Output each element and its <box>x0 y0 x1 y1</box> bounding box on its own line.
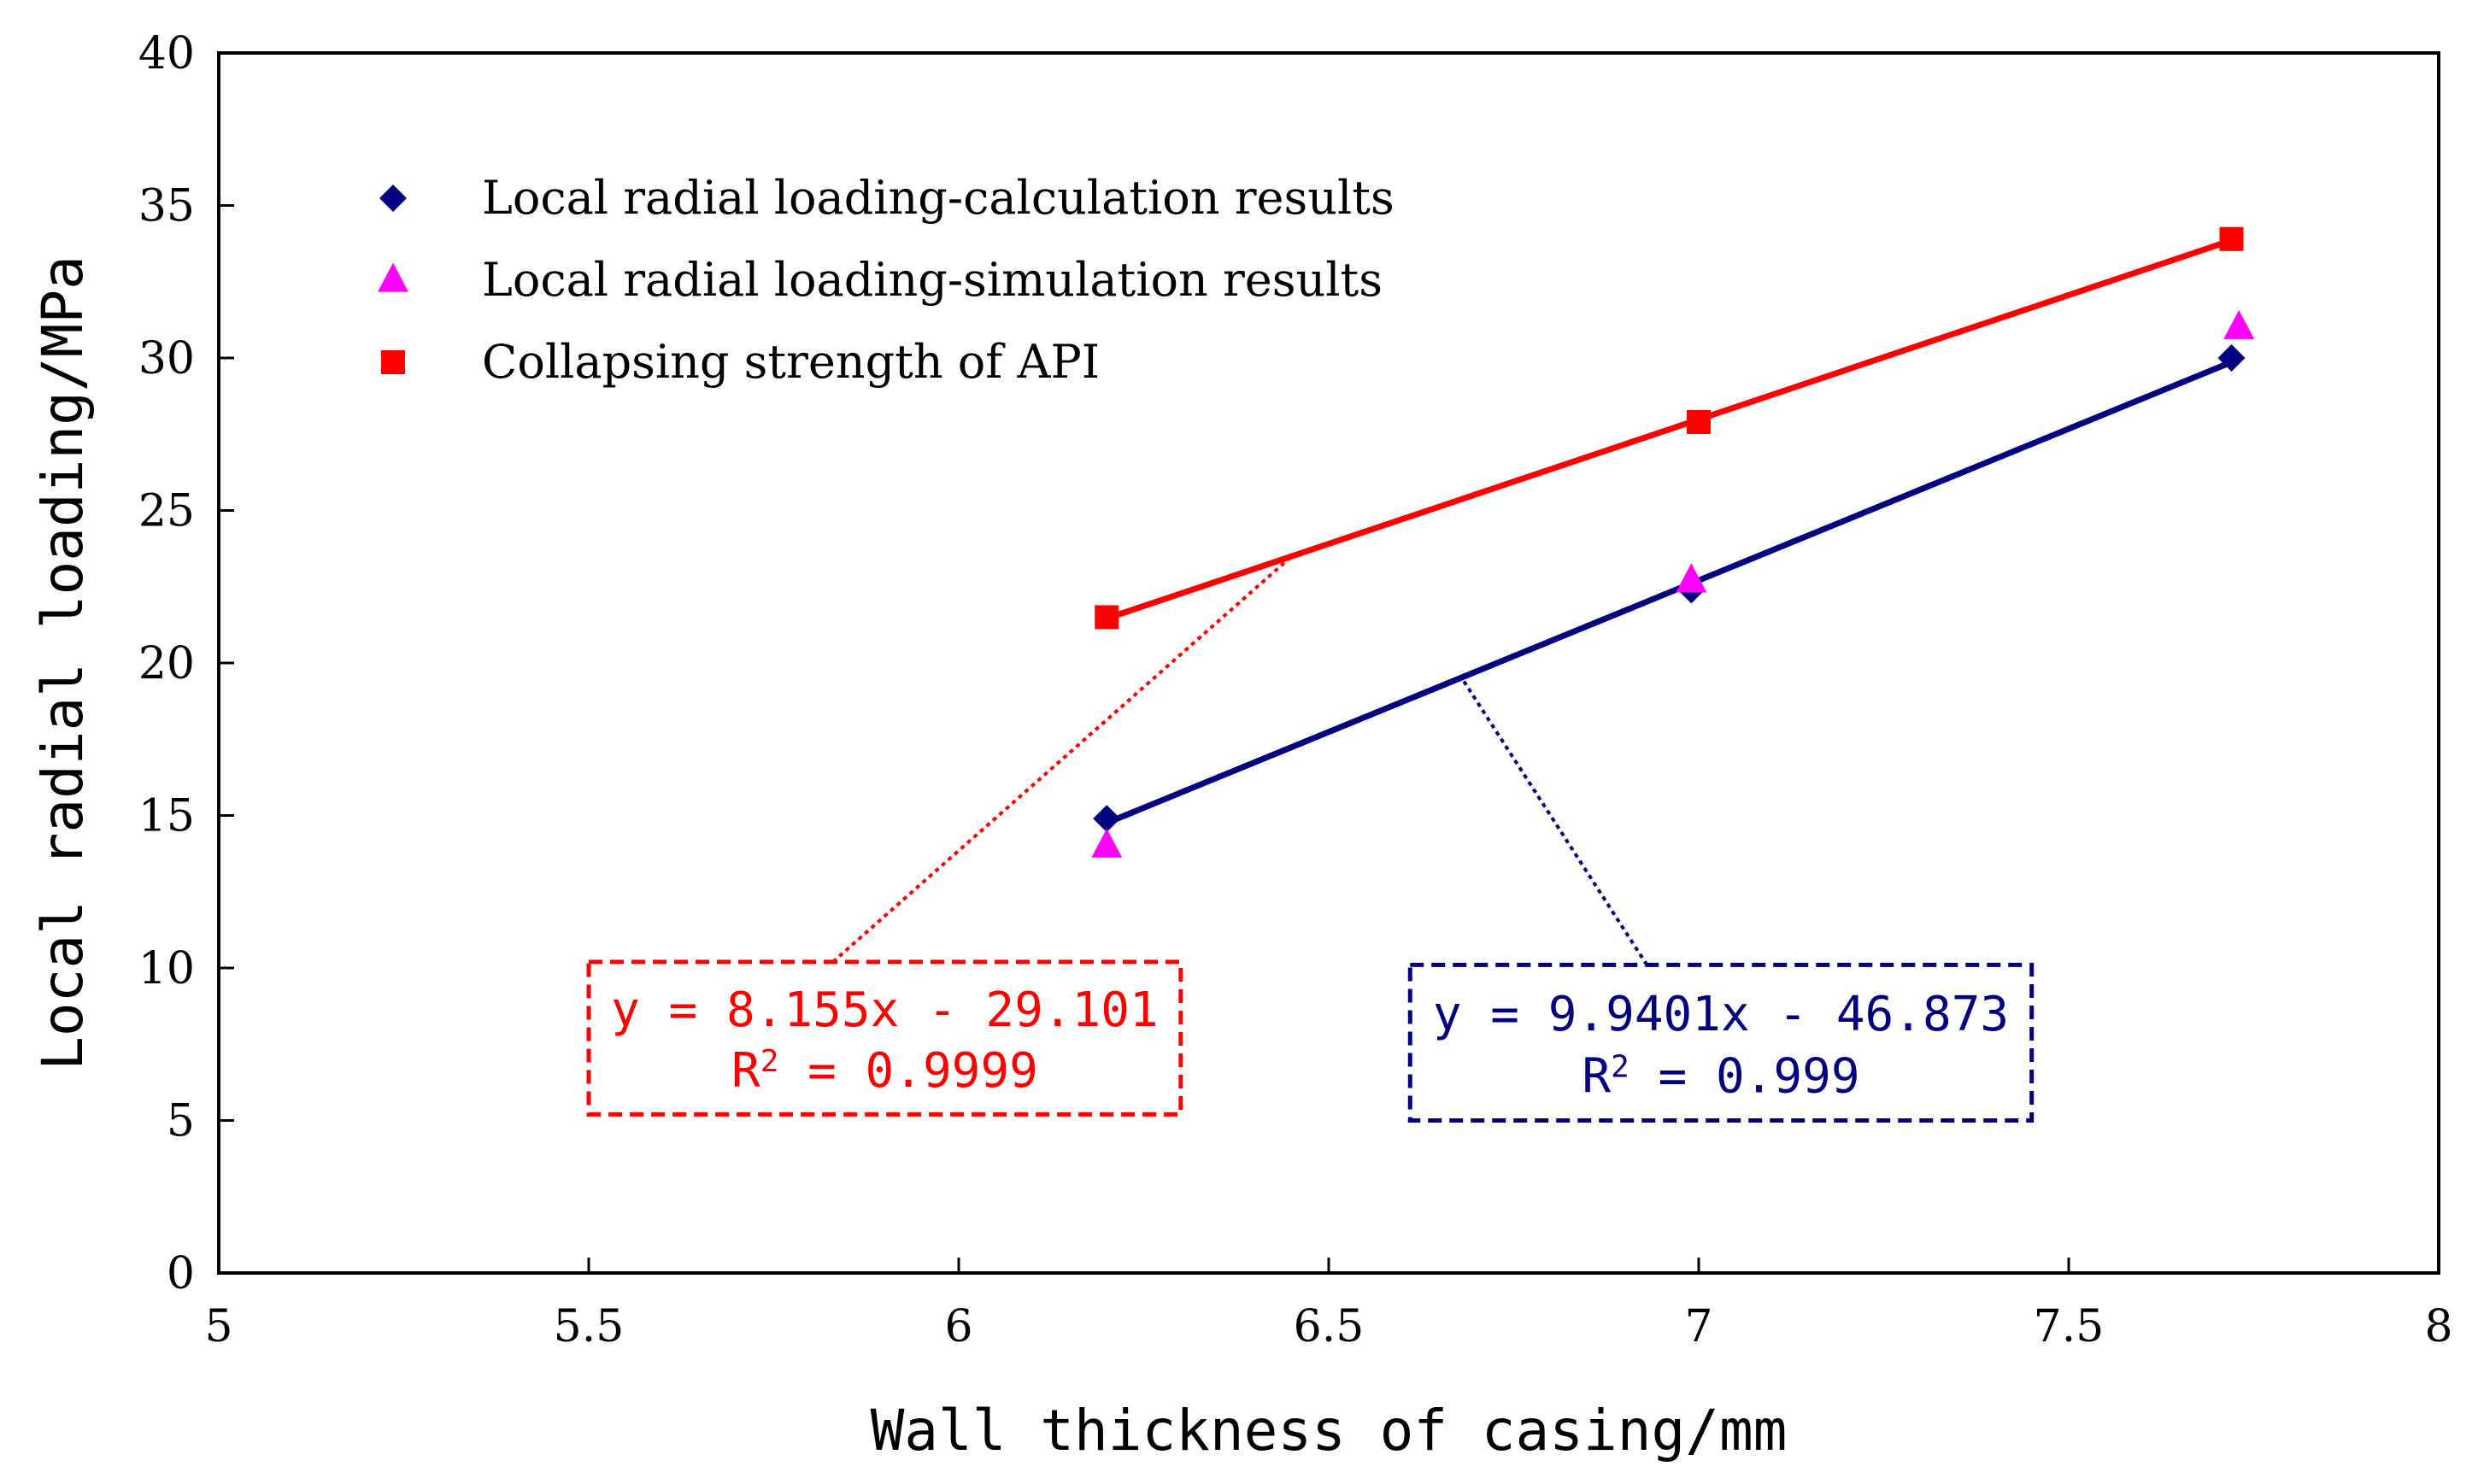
legend-label: Collapsing strength of API <box>482 335 1100 389</box>
y-tick-label: 0 <box>167 1248 195 1299</box>
r2-value: = 0.999 <box>1629 1049 1860 1105</box>
r2-letter: R <box>1582 1049 1611 1105</box>
y-tick-label: 20 <box>138 638 195 689</box>
x-tick-label: 6 <box>944 1301 972 1352</box>
annotation-equation: y = 9.9401x - 46.873 <box>1433 987 2009 1042</box>
y-tick-label: 10 <box>138 943 195 994</box>
annotation-leaders <box>831 554 1649 966</box>
data-point-diamond <box>1093 805 1121 833</box>
y-tick-label: 5 <box>167 1096 195 1147</box>
legend-label: Local radial loading-calculation results <box>482 171 1395 225</box>
data-point-triangle <box>1676 563 1707 593</box>
annotation-r-squared: R2 = 0.999 <box>1582 1049 1859 1105</box>
data-points <box>1091 226 2255 858</box>
y-tick-label: 30 <box>138 333 195 384</box>
data-point-square <box>1095 605 1119 630</box>
data-point-square <box>2219 226 2244 251</box>
r2-superscript: 2 <box>1611 1050 1629 1085</box>
y-tick-label: 35 <box>138 181 195 232</box>
data-point-square <box>1687 409 1711 434</box>
x-tick-label: 5 <box>204 1301 232 1352</box>
x-tick-label: 8 <box>2424 1301 2452 1352</box>
trendline <box>1106 238 2233 622</box>
data-point-diamond <box>2217 344 2246 372</box>
y-tick-label: 40 <box>138 28 195 79</box>
r2-value: = 0.9999 <box>778 1043 1037 1099</box>
x-tick-label: 7.5 <box>2034 1301 2105 1352</box>
legend-marker-triangle <box>378 262 408 292</box>
x-tick-label: 6.5 <box>1294 1301 1365 1352</box>
data-point-triangle <box>1091 828 1123 858</box>
y-axis-title: Local radial loading/MPa <box>30 255 96 1070</box>
x-axis-title: Wall thickness of casing/mm <box>871 1398 1788 1463</box>
annotation-equation: y = 8.155x - 29.101 <box>611 982 1159 1038</box>
trendline <box>1105 359 2233 826</box>
annotation-box <box>1407 962 2035 1123</box>
trendlines <box>1105 238 2233 826</box>
legend-label: Local radial loading-simulation results <box>482 253 1383 307</box>
data-point-triangle <box>2223 309 2255 339</box>
r2-superscript: 2 <box>760 1044 779 1079</box>
annotation-r-squared: R2 = 0.9999 <box>731 1043 1038 1099</box>
y-tick-label: 15 <box>138 791 195 842</box>
r2-letter: R <box>731 1043 760 1099</box>
x-tick-label: 7 <box>1684 1301 1712 1352</box>
legend-marker-diamond <box>379 185 407 212</box>
legend: Local radial loading-calculation results… <box>378 171 1395 389</box>
annotation-box <box>586 959 1183 1117</box>
x-tick-label: 5.5 <box>554 1301 625 1352</box>
annotation-leader-line <box>1460 677 1649 966</box>
y-tick-label: 25 <box>138 486 195 537</box>
legend-marker-square <box>381 350 405 374</box>
